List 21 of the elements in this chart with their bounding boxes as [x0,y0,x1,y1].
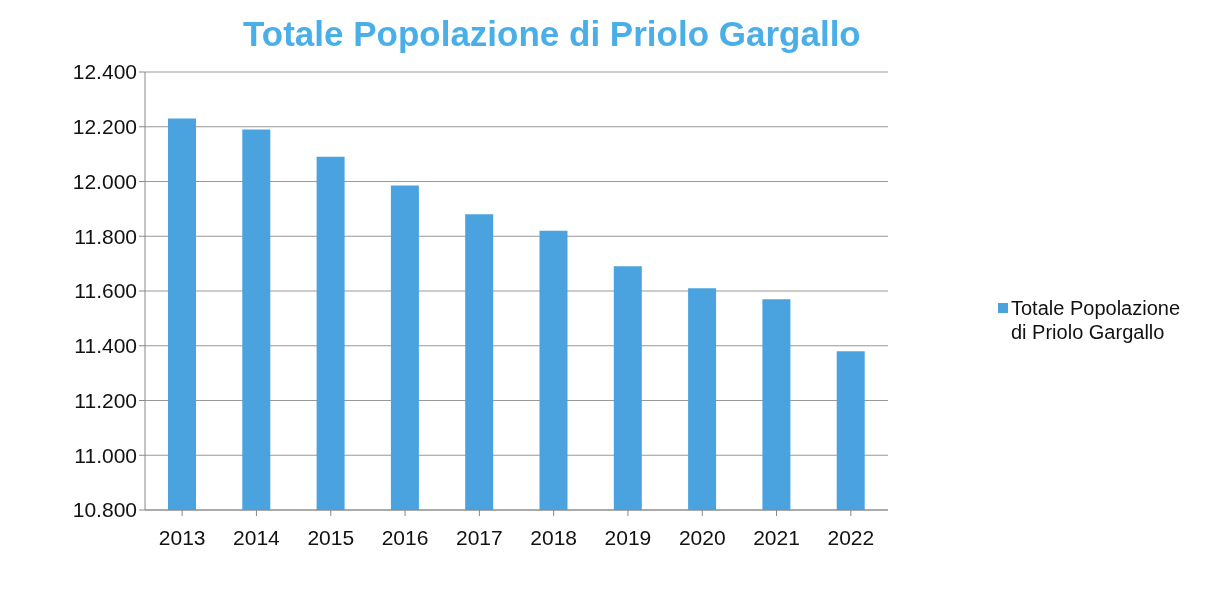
y-tick-label: 11.200 [74,388,137,412]
x-tick-label: 2016 [381,525,429,549]
x-tick-label: 2013 [158,525,206,549]
y-tick-label: 11.800 [74,224,137,248]
x-tick-label: 2018 [530,525,578,549]
x-tick-label: 2020 [678,525,726,549]
y-tick-label: 11.400 [74,334,137,358]
y-tick-label: 10.800 [72,498,137,522]
y-tick-label: 12.400 [72,60,137,84]
y-tick-label: 12.200 [72,115,137,139]
y-tick-label: 11.000 [74,443,137,467]
x-tick-label: 2015 [307,525,355,549]
x-tick-label: 2019 [604,525,652,549]
x-tick-label: 2021 [753,525,800,549]
x-tick-label: 2017 [455,525,503,549]
legend-label: Totale Popolazione di Priolo Gargallo [1011,296,1181,344]
y-tick-label: 11.600 [74,279,137,303]
y-tick-label: 12.000 [72,169,137,193]
x-tick-label: 2022 [827,525,875,549]
chart-title: Totale Popolazione di Priolo Gargallo [242,13,862,55]
x-tick-label: 2014 [233,525,281,549]
